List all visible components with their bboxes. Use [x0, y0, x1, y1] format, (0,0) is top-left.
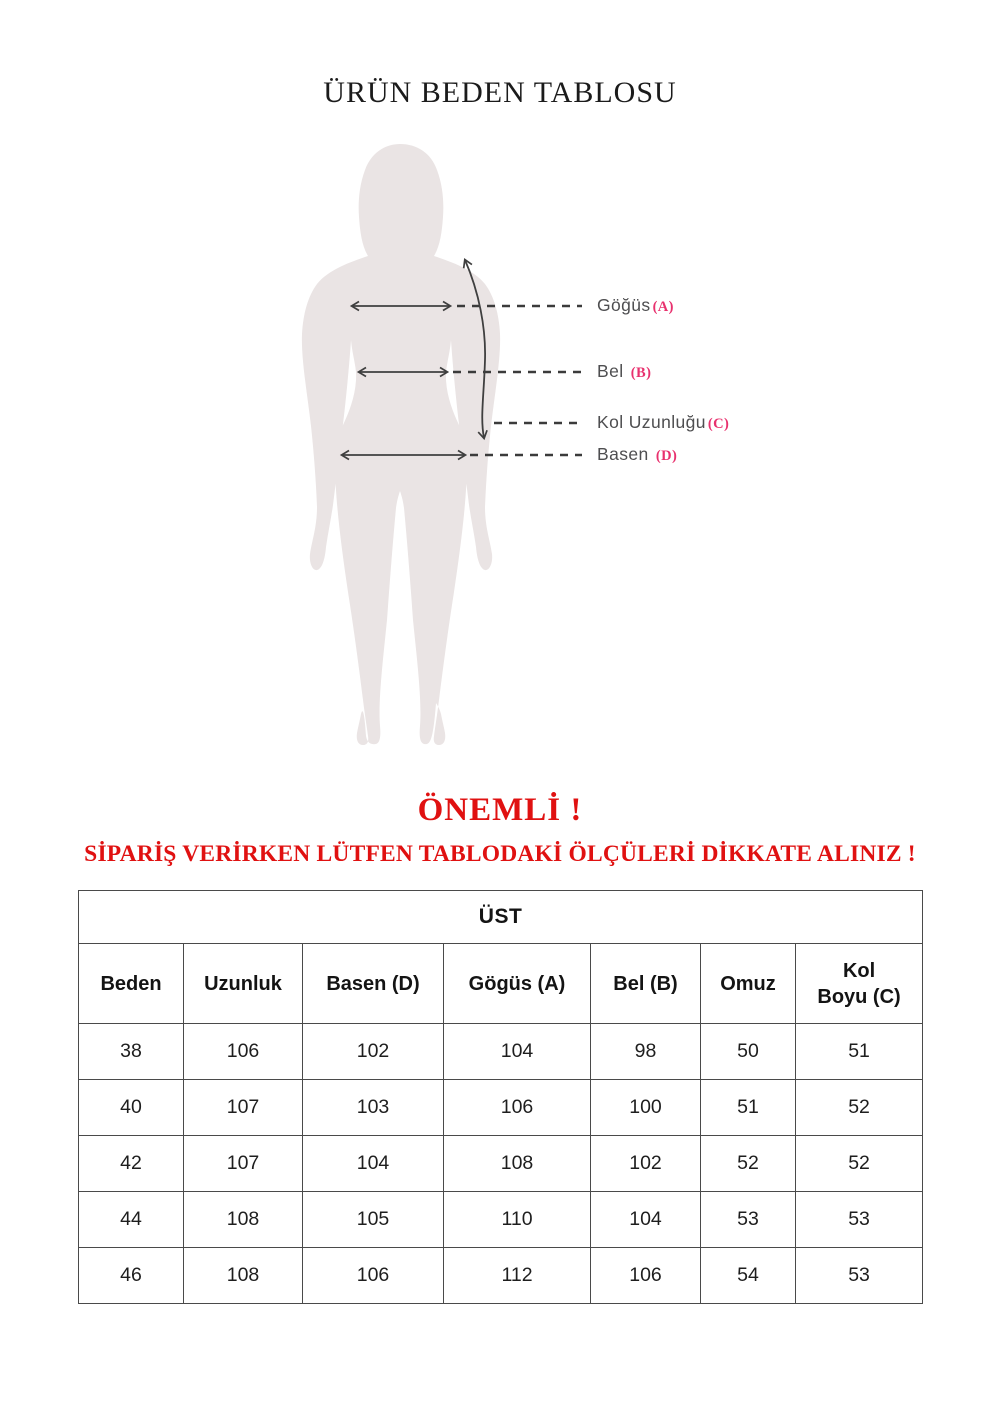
table-cell: 106 [590, 1247, 701, 1304]
table-cell: 104 [590, 1191, 701, 1248]
measurement-diagram [301, 144, 582, 745]
measure-label-hip: Basen (D) [597, 444, 677, 465]
column-header-gogus: Gögüs (A) [443, 943, 591, 1024]
table-cell: 98 [590, 1023, 701, 1080]
table-cell: 105 [302, 1191, 444, 1248]
table-row: 38 106 102 104 98 50 51 [78, 1023, 924, 1080]
table-cell: 107 [183, 1079, 303, 1136]
measure-label-chest: Göğüs (A) [597, 295, 674, 316]
table-cell: 52 [794, 1135, 924, 1192]
size-table: ÜST Beden Uzunluk Basen (D) Gögüs (A) Be… [77, 890, 924, 1304]
table-cell: 52 [794, 1079, 924, 1136]
measure-label-arm: Kol Uzunluğu (C) [597, 412, 729, 433]
table-cell: 103 [302, 1079, 444, 1136]
table-cell: 104 [443, 1023, 591, 1080]
table-cell: 107 [183, 1135, 303, 1192]
table-row: 46 108 106 112 106 54 53 [78, 1247, 924, 1304]
table-cell: 46 [78, 1247, 184, 1304]
measure-label-text: Bel [597, 361, 629, 381]
measure-label-text: Kol Uzunluğu [597, 412, 706, 432]
woman-silhouette [301, 144, 501, 745]
table-cell: 53 [794, 1247, 924, 1304]
measure-label-waist: Bel (B) [597, 361, 651, 382]
measure-code-b: (B) [630, 365, 652, 381]
table-cell: 110 [443, 1191, 591, 1248]
column-header-uzunluk: Uzunluk [183, 943, 303, 1024]
table-row: 40 107 103 106 100 51 52 [78, 1079, 924, 1136]
table-cell: 42 [78, 1135, 184, 1192]
table-row: 42 107 104 108 102 52 52 [78, 1135, 924, 1192]
table-cell: 102 [302, 1023, 444, 1080]
size-table-container: ÜST Beden Uzunluk Basen (D) Gögüs (A) Be… [77, 890, 924, 1304]
table-cell: 53 [700, 1191, 796, 1248]
page-title: ÜRÜN BEDEN TABLOSU [323, 76, 677, 109]
table-cell: 54 [700, 1247, 796, 1304]
table-cell: 50 [700, 1023, 796, 1080]
table-cell: 108 [443, 1135, 591, 1192]
column-header-kol-boyu: Kol Boyu (C) [794, 943, 924, 1024]
table-cell: 112 [443, 1247, 591, 1304]
measure-code-a: (A) [652, 299, 674, 315]
table-cell: 102 [590, 1135, 701, 1192]
table-cell: 104 [302, 1135, 444, 1192]
measure-label-text: Göğüs [597, 295, 651, 315]
table-header-row: Beden Uzunluk Basen (D) Gögüs (A) Bel (B… [78, 943, 924, 1024]
table-cell: 53 [794, 1191, 924, 1248]
table-cell: 100 [590, 1079, 701, 1136]
column-header-basen: Basen (D) [302, 943, 444, 1024]
measure-label-text: Basen [597, 444, 654, 464]
table-cell: 38 [78, 1023, 184, 1080]
table-cell: 108 [183, 1191, 303, 1248]
table-cell: 106 [443, 1079, 591, 1136]
table-cell: 51 [700, 1079, 796, 1136]
column-header-omuz: Omuz [700, 943, 796, 1024]
table-cell: 40 [78, 1079, 184, 1136]
table-cell: 106 [183, 1023, 303, 1080]
size-table-title: ÜST [77, 890, 924, 944]
table-cell: 106 [302, 1247, 444, 1304]
table-title-row: ÜST [77, 890, 924, 944]
table-cell: 44 [78, 1191, 184, 1248]
table-row: 44 108 105 110 104 53 53 [78, 1191, 924, 1248]
important-heading: ÖNEMLİ ! [417, 792, 583, 828]
measure-code-d: (D) [655, 448, 678, 464]
order-warning-text: SİPARİŞ VERİRKEN LÜTFEN TABLODAKİ ÖLÇÜLE… [84, 841, 916, 867]
measure-code-c: (C) [707, 416, 730, 432]
table-cell: 52 [700, 1135, 796, 1192]
table-cell: 51 [794, 1023, 924, 1080]
column-header-bel: Bel (B) [590, 943, 701, 1024]
arm-length-arrow [462, 258, 488, 441]
column-header-beden: Beden [78, 943, 184, 1024]
table-cell: 108 [183, 1247, 303, 1304]
